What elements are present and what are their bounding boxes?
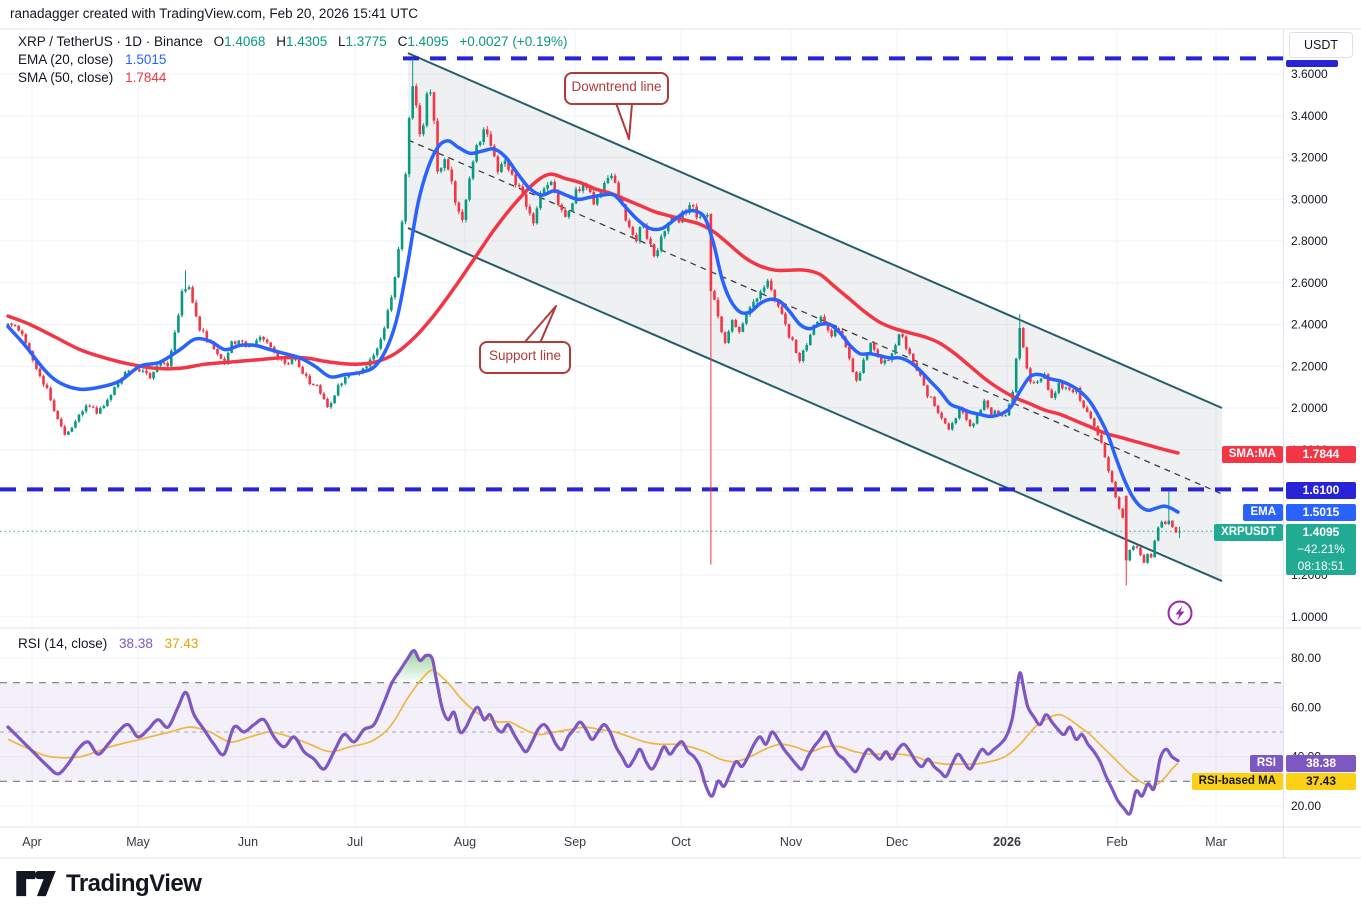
- svg-text:May: May: [126, 835, 150, 849]
- svg-text:3.4000: 3.4000: [1291, 109, 1328, 123]
- svg-text:3.6000: 3.6000: [1291, 67, 1328, 81]
- svg-text:Dec: Dec: [886, 835, 908, 849]
- rsi-ma-value: 37.43: [164, 636, 199, 651]
- sma-value: 1.7844: [125, 70, 167, 85]
- ema-name: EMA (20, close): [18, 52, 114, 67]
- currency-toggle-button[interactable]: USDT: [1289, 32, 1353, 58]
- rsi-value: 38.38: [119, 636, 153, 651]
- sma-name: SMA (50, close): [18, 70, 114, 85]
- svg-text:Mar: Mar: [1205, 835, 1227, 849]
- svg-text:Jun: Jun: [238, 835, 258, 849]
- last-price-badge: 1.4095 −42.21% 08:18:51: [1286, 524, 1356, 575]
- rsi-floating-label: RSI: [1249, 755, 1283, 772]
- close-label: C: [397, 34, 408, 49]
- svg-text:60.00: 60.00: [1291, 700, 1321, 714]
- svg-text:Sep: Sep: [564, 835, 586, 849]
- svg-text:2.8000: 2.8000: [1291, 234, 1328, 248]
- svg-text:Aug: Aug: [454, 835, 476, 849]
- sma-indicator-row[interactable]: SMA (50, close) 1.7844: [18, 69, 567, 87]
- svg-text:Jul: Jul: [347, 835, 363, 849]
- attribution-text: ranadagger created with TradingView.com,…: [10, 6, 418, 21]
- ema-price-badge: 1.5015: [1286, 504, 1356, 521]
- rsi-ma-floating-label: RSI-based MA: [1191, 773, 1283, 790]
- chart-legend: XRP / TetherUS · 1D · Binance O1.4068 H1…: [18, 33, 567, 87]
- svg-text:Apr: Apr: [22, 835, 41, 849]
- svg-text:1.0000: 1.0000: [1291, 610, 1328, 624]
- symbol-floating-label: XRPUSDT: [1214, 524, 1283, 541]
- svg-text:3.2000: 3.2000: [1291, 151, 1328, 165]
- symbol-title[interactable]: XRP / TetherUS · 1D · Binance: [18, 34, 203, 49]
- tradingview-logo-text: TradingView: [66, 870, 202, 897]
- sma-price-badge: 1.7844: [1286, 446, 1356, 463]
- ath-price-badge-sliver: [1286, 60, 1338, 67]
- change-value: +0.0027 (+0.19%): [459, 34, 568, 49]
- flash-icon[interactable]: [1166, 599, 1194, 627]
- svg-text:Feb: Feb: [1106, 835, 1128, 849]
- tradingview-mark-icon: [16, 871, 56, 897]
- ema-floating-label: EMA: [1243, 504, 1283, 521]
- open-label: O: [213, 34, 225, 49]
- price-axis-area[interactable]: [1284, 29, 1361, 858]
- close-value: 1.4095: [407, 34, 449, 49]
- rsi-ma-value-badge: 37.43: [1286, 773, 1356, 790]
- support-line-callout[interactable]: Support line: [479, 341, 571, 374]
- high-value: 1.4305: [285, 34, 328, 49]
- open-value: 1.4068: [224, 34, 266, 49]
- low-label: L: [338, 34, 346, 49]
- svg-text:20.00: 20.00: [1291, 799, 1321, 813]
- ema-value: 1.5015: [125, 52, 167, 67]
- symbol-row[interactable]: XRP / TetherUS · 1D · Binance O1.4068 H1…: [18, 33, 567, 51]
- svg-text:2.2000: 2.2000: [1291, 359, 1328, 373]
- tradingview-logo[interactable]: TradingView: [16, 870, 202, 898]
- svg-text:80.00: 80.00: [1291, 651, 1321, 665]
- support-level-badge: 1.6100: [1286, 482, 1356, 499]
- svg-text:2.0000: 2.0000: [1291, 401, 1328, 415]
- svg-text:3.0000: 3.0000: [1291, 192, 1328, 206]
- time-axis-area[interactable]: [0, 828, 1283, 858]
- sma-floating-label: SMA:MA: [1221, 446, 1283, 463]
- rsi-indicator-row[interactable]: RSI (14, close) 38.38 37.43: [18, 636, 198, 651]
- svg-text:2.4000: 2.4000: [1291, 318, 1328, 332]
- svg-text:Nov: Nov: [780, 835, 803, 849]
- low-value: 1.3775: [345, 34, 387, 49]
- last-price-value: 1.4095: [1302, 525, 1340, 539]
- high-label: H: [276, 34, 286, 49]
- rsi-value-badge: 38.38: [1286, 755, 1356, 772]
- downtrend-line-callout[interactable]: Downtrend line: [564, 72, 669, 105]
- change-percent-value: −42.21%: [1297, 542, 1345, 556]
- rsi-name: RSI (14, close): [18, 636, 108, 651]
- bar-countdown: 08:18:51: [1297, 559, 1345, 573]
- svg-text:Oct: Oct: [671, 835, 691, 849]
- svg-text:2.6000: 2.6000: [1291, 276, 1328, 290]
- svg-text:2026: 2026: [993, 835, 1021, 849]
- ema-indicator-row[interactable]: EMA (20, close) 1.5015: [18, 51, 567, 69]
